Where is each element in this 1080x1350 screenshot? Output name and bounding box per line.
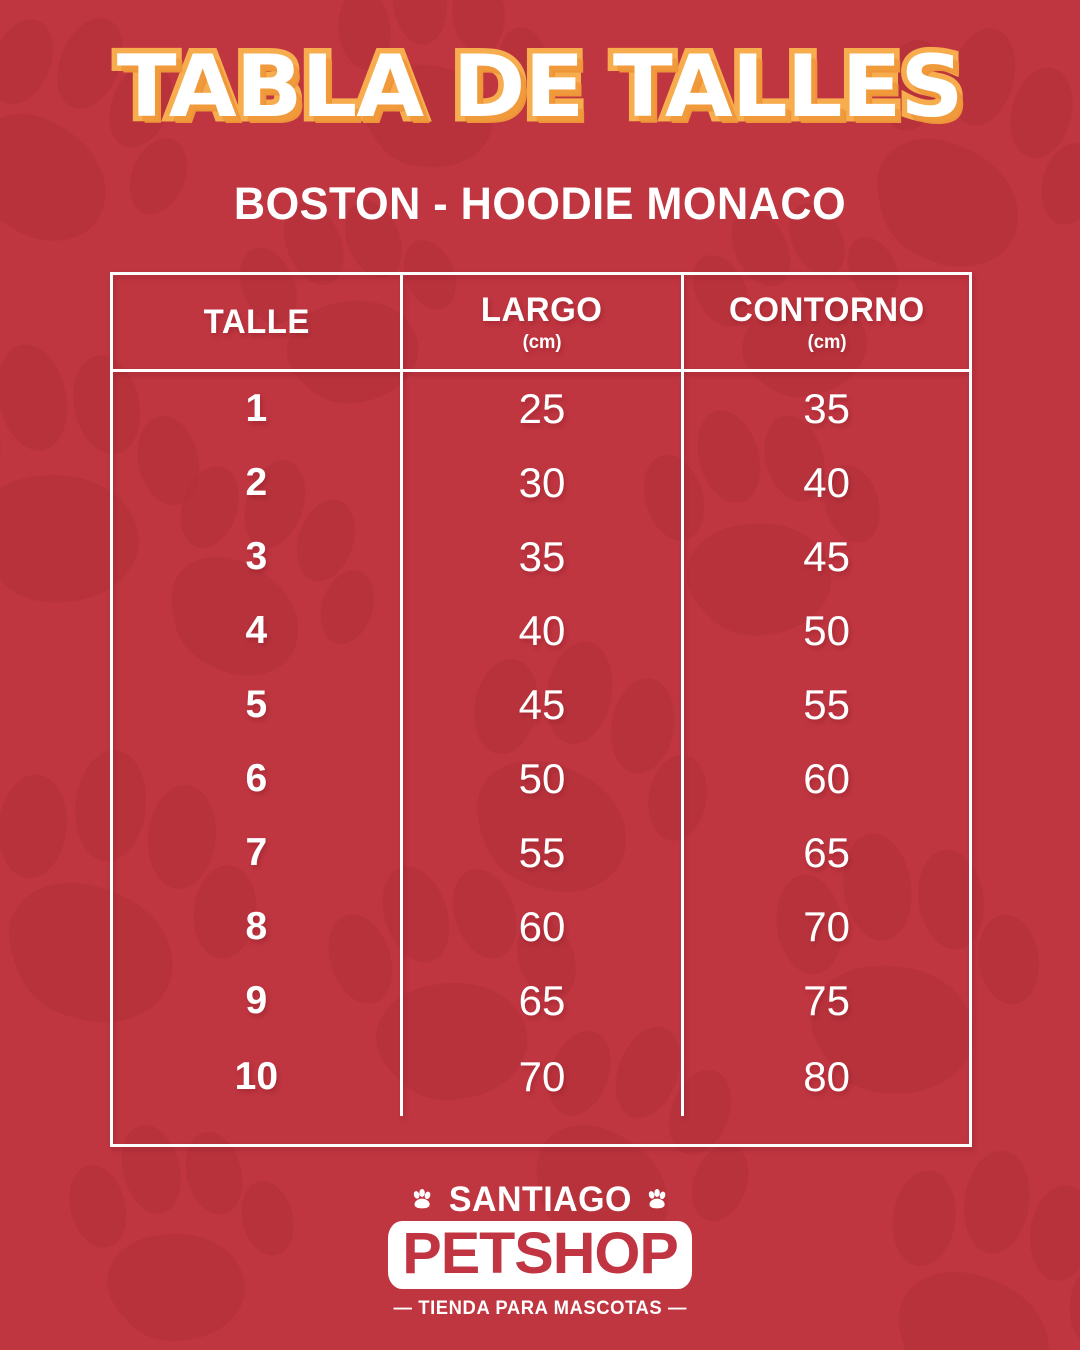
cell-largo: 65: [399, 964, 685, 1038]
value-contorno: 70: [803, 903, 851, 950]
paw-print-icon: [649, 1188, 666, 1208]
brand-tagline: — TIENDA PARA MASCOTAS —: [393, 1298, 687, 1319]
cell-largo: 55: [399, 816, 685, 890]
title-block: TABLA DE TALLES: [0, 37, 1080, 137]
column-header-contorno-label: CONTORNO: [728, 290, 925, 329]
cell-talle: 8: [113, 890, 400, 964]
brand-plaque: PETSHOP: [387, 1221, 693, 1289]
column-header-contorno-unit: (cm): [807, 331, 847, 353]
value-talle: 6: [245, 757, 268, 800]
value-contorno: 50: [803, 607, 851, 654]
table-header-row: TALLE LARGO (cm) CONTORNO (cm): [113, 275, 969, 372]
value-largo: 30: [518, 459, 566, 506]
cell-talle: 5: [113, 668, 400, 742]
table-row: 10 70 80: [113, 1038, 969, 1116]
table-row: 5 45 55: [113, 668, 969, 742]
value-talle: 10: [234, 1055, 279, 1098]
table-row: 6 50 60: [113, 742, 969, 816]
paw-print-icon: [413, 1188, 431, 1208]
table-row: 1 25 35: [113, 372, 969, 446]
value-largo: 40: [518, 607, 566, 654]
value-contorno: 40: [803, 459, 851, 506]
cell-talle: 10: [113, 1038, 400, 1116]
value-largo: 55: [518, 829, 566, 876]
value-talle: 3: [245, 535, 268, 578]
cell-contorno: 45: [684, 520, 969, 594]
value-talle: 4: [245, 609, 268, 652]
cell-largo: 60: [399, 890, 685, 964]
cell-largo: 25: [399, 372, 685, 446]
cell-largo: 45: [399, 668, 685, 742]
cell-contorno: 35: [684, 372, 969, 446]
table-row: 8 60 70: [113, 890, 969, 964]
value-contorno: 60: [803, 755, 851, 802]
value-largo: 35: [518, 533, 566, 580]
brand-name: SANTIAGO: [448, 1179, 632, 1219]
cell-contorno: 75: [684, 964, 969, 1038]
cell-contorno: 70: [684, 890, 969, 964]
value-contorno: 65: [803, 829, 851, 876]
table-row: 4 40 50: [113, 594, 969, 668]
cell-largo: 30: [399, 446, 685, 520]
value-talle: 7: [245, 831, 268, 874]
value-largo: 50: [518, 755, 566, 802]
column-header-talle-label: TALLE: [203, 302, 310, 341]
cell-talle: 9: [113, 964, 400, 1038]
cell-largo: 40: [399, 594, 685, 668]
cell-contorno: 60: [684, 742, 969, 816]
cell-largo: 35: [399, 520, 685, 594]
cell-contorno: 65: [684, 816, 969, 890]
value-contorno: 45: [803, 533, 851, 580]
value-largo: 60: [518, 903, 566, 950]
value-contorno: 55: [803, 681, 851, 728]
value-talle: 8: [245, 905, 268, 948]
cell-contorno: 55: [684, 668, 969, 742]
value-talle: 1: [245, 387, 268, 430]
value-largo: 45: [518, 681, 566, 728]
value-talle: 5: [245, 683, 268, 726]
cell-talle: 6: [113, 742, 400, 816]
product-subtitle: BOSTON - HOODIE MONACO: [233, 178, 847, 229]
value-contorno: 35: [803, 385, 851, 432]
value-largo: 25: [518, 385, 566, 432]
value-talle: 2: [245, 461, 268, 504]
cell-talle: 4: [113, 594, 400, 668]
table-row: 3 35 45: [113, 520, 969, 594]
size-table: TALLE LARGO (cm) CONTORNO (cm) 1 25 35 2…: [110, 272, 972, 1147]
value-largo: 70: [518, 1053, 566, 1100]
column-header-contorno: CONTORNO (cm): [684, 275, 969, 369]
cell-largo: 50: [399, 742, 685, 816]
column-header-talle: TALLE: [113, 275, 400, 369]
cell-contorno: 50: [684, 594, 969, 668]
cell-talle: 3: [113, 520, 400, 594]
value-largo: 65: [518, 977, 566, 1024]
cell-talle: 2: [113, 446, 400, 520]
value-contorno: 75: [803, 977, 851, 1024]
cell-talle: 1: [113, 372, 400, 446]
cell-largo: 70: [399, 1038, 685, 1116]
cell-talle: 7: [113, 816, 400, 890]
table-body: 1 25 35 2 30 40 3 35 45 4 40 50 5 45: [113, 372, 969, 1116]
value-contorno: 80: [803, 1053, 851, 1100]
page-title: TABLA DE TALLES: [111, 37, 969, 137]
table-row: 7 55 65: [113, 816, 969, 890]
column-header-largo-unit: (cm): [522, 331, 562, 353]
brand-logo: SANTIAGO PETSHOP — TIENDA PARA MASCOTAS …: [0, 1182, 1080, 1320]
brand-plaque-label: PETSHOP: [402, 1221, 679, 1286]
table-row: 2 30 40: [113, 446, 969, 520]
table-row: 9 65 75: [113, 964, 969, 1038]
cell-contorno: 40: [684, 446, 969, 520]
column-header-largo: LARGO (cm): [399, 275, 685, 369]
cell-contorno: 80: [684, 1038, 969, 1116]
column-header-largo-label: LARGO: [481, 290, 603, 329]
value-talle: 9: [245, 979, 268, 1022]
logo-top-line: SANTIAGO: [412, 1179, 669, 1219]
